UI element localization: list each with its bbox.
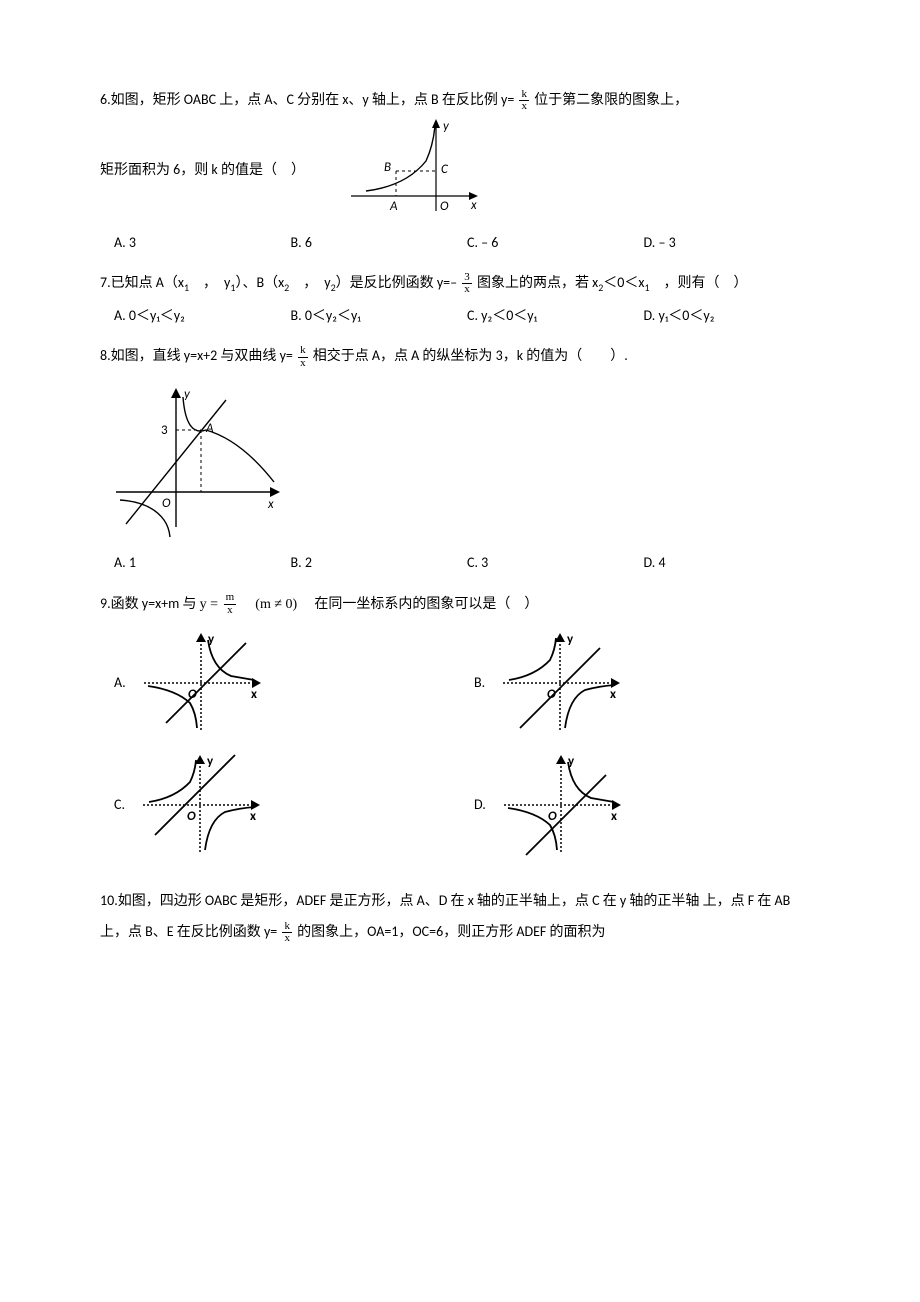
q9-fig-c: y x O bbox=[135, 750, 265, 860]
q9-opt-c[interactable]: C. y x O bbox=[100, 750, 460, 860]
q9-fig-d: y x O bbox=[496, 750, 626, 860]
q6-opt-c[interactable]: C. – 6 bbox=[467, 232, 644, 254]
question-7: 7.已知点 A（x1 ， y1）、B（x2 ， y2）是反比例函数 y=– 3 … bbox=[100, 268, 820, 327]
q9-fraction: m x bbox=[224, 592, 237, 616]
q9-fig-b: y x O bbox=[495, 628, 625, 738]
svg-text:O: O bbox=[548, 809, 557, 824]
svg-text:y: y bbox=[567, 632, 574, 647]
q6-figure: y x B C A O bbox=[326, 116, 486, 226]
svg-text:O: O bbox=[187, 809, 196, 824]
origin: O bbox=[162, 496, 171, 511]
y-axis: y bbox=[184, 387, 191, 402]
point-C-label: C bbox=[441, 162, 449, 177]
q6-text-2: 位于第二象限的图象上， bbox=[534, 91, 688, 108]
fraction-3-over-x: 3 x bbox=[462, 272, 472, 296]
q6-opt-a[interactable]: A. 3 bbox=[114, 232, 291, 254]
q6-opt-d[interactable]: D. – 3 bbox=[644, 232, 821, 254]
q8-options: A. 1 B. 2 C. 3 D. 4 bbox=[114, 552, 820, 574]
svg-text:y: y bbox=[207, 754, 214, 769]
question-6: 6.如图，矩形 OABC 上，点 A、C 分别在 x、y 轴上，点 B 在反比例… bbox=[100, 85, 820, 254]
q6-options: A. 3 B. 6 C. – 6 D. – 3 bbox=[114, 232, 820, 254]
question-9: 9.函数 y=x+m 与 y = m x (m ≠ 0) 在同一坐标系内的图象可… bbox=[100, 589, 820, 873]
point-B-label: B bbox=[384, 160, 391, 175]
q9-opt-a[interactable]: A. y x O bbox=[100, 628, 460, 738]
q7-opt-b[interactable]: B. 0＜y₂＜y₁ bbox=[291, 305, 468, 327]
q6-stem: 6.如图，矩形 OABC 上，点 A、C 分别在 x、y 轴上，点 B 在反比例… bbox=[100, 85, 820, 116]
q7-options: A. 0＜y₁＜y₂ B. 0＜y₂＜y₁ C. y₂＜0＜y₁ D. y₁＜0… bbox=[114, 305, 820, 327]
q6-text-1: 6.如图，矩形 OABC 上，点 A、C 分别在 x、y 轴上，点 B 在反比例… bbox=[100, 91, 514, 108]
q6-text-3: 矩形面积为 6，则 k 的值是（ ） bbox=[100, 155, 305, 186]
q8-opt-b[interactable]: B. 2 bbox=[291, 552, 468, 574]
question-8: 8.如图，直线 y=x+2 与双曲线 y= k x 相交于点 A，点 A 的纵坐… bbox=[100, 341, 820, 574]
q8-opt-a[interactable]: A. 1 bbox=[114, 552, 291, 574]
q6-line2: 矩形面积为 6，则 k 的值是（ ） y x B C A O bbox=[100, 116, 820, 226]
point-A: A bbox=[205, 421, 214, 436]
q8-opt-c[interactable]: C. 3 bbox=[467, 552, 644, 574]
svg-text:x: x bbox=[251, 687, 257, 702]
q9-options-grid: A. y x O B. y x bbox=[100, 628, 820, 872]
svg-text:x: x bbox=[250, 809, 256, 824]
q8-stem: 8.如图，直线 y=x+2 与双曲线 y= k x 相交于点 A，点 A 的纵坐… bbox=[100, 341, 820, 372]
q9-opt-d[interactable]: D. y x O bbox=[460, 750, 820, 860]
q9-fig-a: y x O bbox=[136, 628, 266, 738]
q9-stem: 9.函数 y=x+m 与 y = m x (m ≠ 0) 在同一坐标系内的图象可… bbox=[100, 589, 820, 621]
x-axis: x bbox=[267, 497, 274, 512]
q7-opt-c[interactable]: C. y₂＜0＜y₁ bbox=[467, 305, 644, 327]
axis-y-label: y bbox=[443, 119, 450, 134]
q7-opt-a[interactable]: A. 0＜y₁＜y₂ bbox=[114, 305, 291, 327]
q8-fraction: k x bbox=[298, 345, 308, 369]
q10-fraction: k x bbox=[282, 921, 292, 945]
q10-stem: 10.如图，四边形 OABC 是矩形，ADEF 是正方形，点 A、D 在 x 轴… bbox=[100, 886, 820, 948]
q8-opt-d[interactable]: D. 4 bbox=[644, 552, 821, 574]
question-10: 10.如图，四边形 OABC 是矩形，ADEF 是正方形，点 A、D 在 x 轴… bbox=[100, 886, 820, 948]
axis-x-label: x bbox=[470, 198, 477, 213]
svg-text:x: x bbox=[611, 809, 617, 824]
tick-3: 3 bbox=[161, 423, 168, 438]
svg-text:x: x bbox=[610, 687, 616, 702]
q7-opt-d[interactable]: D. y₁＜0＜y₂ bbox=[644, 305, 821, 327]
origin-label: O bbox=[440, 199, 449, 214]
point-A-label: A bbox=[389, 199, 398, 214]
fraction-k-over-x: k x bbox=[519, 89, 529, 113]
q7-stem: 7.已知点 A（x1 ， y1）、B（x2 ， y2）是反比例函数 y=– 3 … bbox=[100, 268, 820, 299]
q9-opt-b[interactable]: B. y x O bbox=[460, 628, 820, 738]
q8-figure: 3 A O x y bbox=[106, 382, 291, 542]
q6-opt-b[interactable]: B. 6 bbox=[291, 232, 468, 254]
